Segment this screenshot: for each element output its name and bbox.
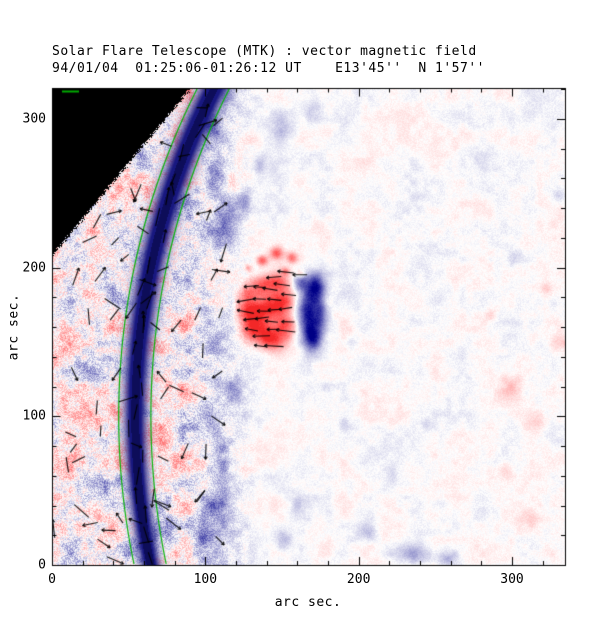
y-tick-label: 200 <box>22 260 46 276</box>
x-tick-label: 100 <box>193 572 218 587</box>
y-tick-label: 0 <box>38 557 46 573</box>
y-axis-label: arc sec. <box>6 293 22 361</box>
x-tick-label: 300 <box>500 572 524 587</box>
plot-subtitle: 94/01/04 01:25:06-01:26:12 UT E13'45'' N… <box>52 61 485 76</box>
x-axis-label: arc sec. <box>274 595 342 610</box>
x-tick-label: 200 <box>346 572 371 587</box>
plot-title: Solar Flare Telescope (MTK) : vector mag… <box>52 44 477 59</box>
y-tick-label: 100 <box>22 408 46 424</box>
y-tick-label: 300 <box>22 111 46 127</box>
x-tick-label: 0 <box>48 572 56 587</box>
